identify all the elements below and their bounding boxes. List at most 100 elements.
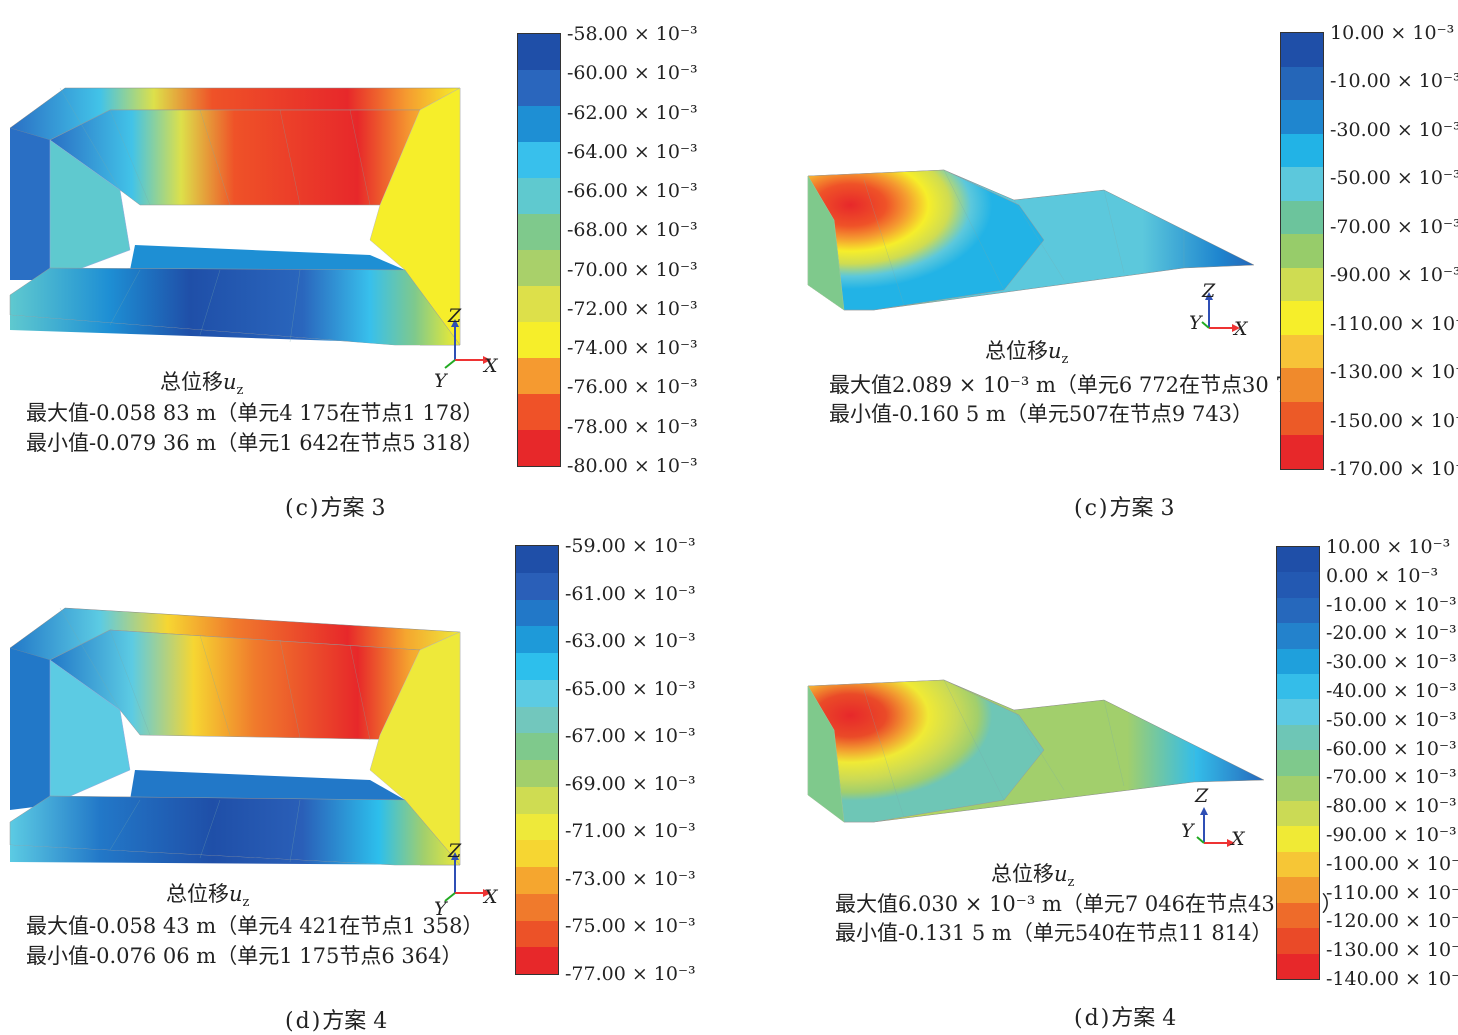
legend-bar <box>515 545 559 975</box>
legend-color-band <box>1281 100 1323 134</box>
legend-tick-label: -69.00 × 10⁻³ <box>565 772 696 795</box>
legend-tick-label: -60.00 × 10⁻³ <box>567 62 698 85</box>
axis-y-label: Y <box>1189 312 1202 334</box>
contour-model-right <box>807 169 1255 311</box>
legend-tick-label: -65.00 × 10⁻³ <box>565 677 696 700</box>
legend-tick-label: -62.00 × 10⁻³ <box>567 101 698 124</box>
legend-tick-label: -100.00 × 10⁻³ <box>1326 852 1458 875</box>
legend-color-band <box>516 867 558 894</box>
legend-color-band <box>1281 133 1323 168</box>
legend-color-band <box>1277 928 1319 954</box>
panel-c-left: Z X Y 总位移uz 最大值-0.058 83 m（单元4 175在节点1 1… <box>0 0 729 521</box>
legend-color-band <box>1277 750 1319 776</box>
max-value-line: 最大值6.030 × 10⁻³ m（单元7 046在节点43 358） <box>835 892 1343 916</box>
legend-tick-label: -72.00 × 10⁻³ <box>567 297 698 320</box>
legend-tick-label: -10.00 × 10⁻³ <box>1330 70 1458 93</box>
legend-color-band <box>518 286 560 322</box>
legend-color-band <box>518 322 560 358</box>
legend-tick-label: -78.00 × 10⁻³ <box>567 415 698 438</box>
min-value-line: 最小值-0.076 06 m（单元1 175节点6 364） <box>26 944 463 968</box>
legend-color-band <box>518 70 560 106</box>
legend-color-band <box>1281 401 1323 436</box>
result-title: 总位移uz <box>160 370 244 399</box>
axis-y-label: Y <box>1181 820 1194 842</box>
legend-color-band <box>516 733 558 760</box>
legend-color-band <box>516 572 558 600</box>
legend-color-band <box>516 679 558 707</box>
panel-c-right: Z X Y 总位移uz 最大值2.089 × 10⁻³ m（单元6 772在节点… <box>729 0 1458 521</box>
legend-color-band <box>516 546 558 573</box>
legend-color-band <box>518 358 560 394</box>
legend-color-band <box>1277 826 1319 852</box>
legend-bar <box>1276 546 1320 980</box>
legend-tick-label: -170.00 × 10⁻³ <box>1330 458 1458 480</box>
legend-tick-label: -10.00 × 10⁻³ <box>1326 593 1457 616</box>
legend-tick-label: -60.00 × 10⁻³ <box>1326 737 1457 760</box>
result-title: 总位移uz <box>166 882 250 911</box>
contour-model-left <box>9 607 461 866</box>
legend-color-band <box>516 626 558 653</box>
legend-color-band <box>518 34 560 70</box>
legend-tick-label: -30.00 × 10⁻³ <box>1326 651 1457 674</box>
legend-tick-label: -58.00 × 10⁻³ <box>567 23 698 45</box>
legend-tick-label: -73.00 × 10⁻³ <box>565 867 696 890</box>
axis-triad <box>444 852 491 902</box>
legend-tick-label: -20.00 × 10⁻³ <box>1326 622 1457 645</box>
legend-color-band <box>1281 368 1323 402</box>
legend-color-band <box>1281 334 1323 369</box>
legend-color-band <box>1277 547 1319 573</box>
legend-color-band <box>1281 301 1323 335</box>
legend-tick-label: -130.00 × 10⁻³ <box>1326 939 1458 962</box>
axis-triad <box>1196 807 1235 847</box>
figure-caption: (c)方案 3 <box>1074 496 1175 521</box>
axis-triad <box>444 319 491 369</box>
legend-color-band <box>518 214 560 250</box>
contour-model-right <box>807 679 1265 823</box>
axis-z-label: Z <box>1202 280 1216 302</box>
legend-color-band <box>1281 234 1323 268</box>
legend-color-band <box>516 653 558 680</box>
legend-color-band <box>1277 597 1319 624</box>
axis-z-label: Z <box>448 840 462 862</box>
legend-color-band <box>1281 435 1323 469</box>
legend-tick-label: -64.00 × 10⁻³ <box>567 140 698 163</box>
max-value-line: 最大值2.089 × 10⁻³ m（单元6 772在节点30 705） <box>829 373 1337 397</box>
contour-model-left <box>9 87 461 346</box>
result-title: 总位移uz <box>985 339 1069 368</box>
legend-tick-label: -75.00 × 10⁻³ <box>565 915 696 938</box>
legend-tick-label: -80.00 × 10⁻³ <box>1326 795 1457 818</box>
axis-triad <box>1201 292 1240 332</box>
legend-tick-label: -70.00 × 10⁻³ <box>1326 766 1457 789</box>
figure-caption: (d)方案 4 <box>285 1009 388 1034</box>
legend-bar <box>517 33 561 467</box>
legend-tick-label: -70.00 × 10⁻³ <box>1330 215 1458 238</box>
legend-color-band <box>1277 674 1319 700</box>
legend-color-band <box>1277 724 1319 751</box>
legend-color-band <box>1277 775 1319 802</box>
legend-color-band <box>518 178 560 214</box>
axis-z-label: Z <box>448 305 462 327</box>
legend-tick-label: -130.00 × 10⁻³ <box>1330 361 1458 384</box>
legend-color-band <box>1277 648 1319 675</box>
panel-d-right: Z X Y 总位移uz 最大值6.030 × 10⁻³ m（单元7 046在节点… <box>729 520 1458 1031</box>
legend-bar <box>1280 32 1324 470</box>
legend-tick-label: -150.00 × 10⁻³ <box>1330 409 1458 432</box>
legend-tick-label: -66.00 × 10⁻³ <box>567 180 698 203</box>
legend-color-band <box>516 840 558 867</box>
legend-color-band <box>1277 953 1319 979</box>
panel-d-left: Z X Y 总位移uz 最大值-0.058 43 m（单元4 421在节点1 3… <box>0 520 729 1034</box>
figure-caption: (d)方案 4 <box>1074 1006 1177 1031</box>
axis-z-label: Z <box>1195 785 1209 807</box>
min-value-line: 最小值-0.160 5 m（单元507在节点9 743） <box>829 402 1254 426</box>
legend-tick-label: 10.00 × 10⁻³ <box>1330 22 1455 44</box>
legend-color-band <box>1277 699 1319 725</box>
axis-x-label: X <box>1234 318 1248 340</box>
legend-tick-label: -76.00 × 10⁻³ <box>567 376 698 399</box>
legend-color-band <box>516 706 558 734</box>
legend-tick-label: -74.00 × 10⁻³ <box>567 337 698 360</box>
legend-color-band <box>1281 33 1323 67</box>
legend-tick-label: -110.00 × 10⁻³ <box>1326 881 1458 904</box>
legend-color-band <box>516 893 558 921</box>
legend-tick-label: -61.00 × 10⁻³ <box>565 582 696 605</box>
legend-tick-label: -50.00 × 10⁻³ <box>1326 708 1457 731</box>
